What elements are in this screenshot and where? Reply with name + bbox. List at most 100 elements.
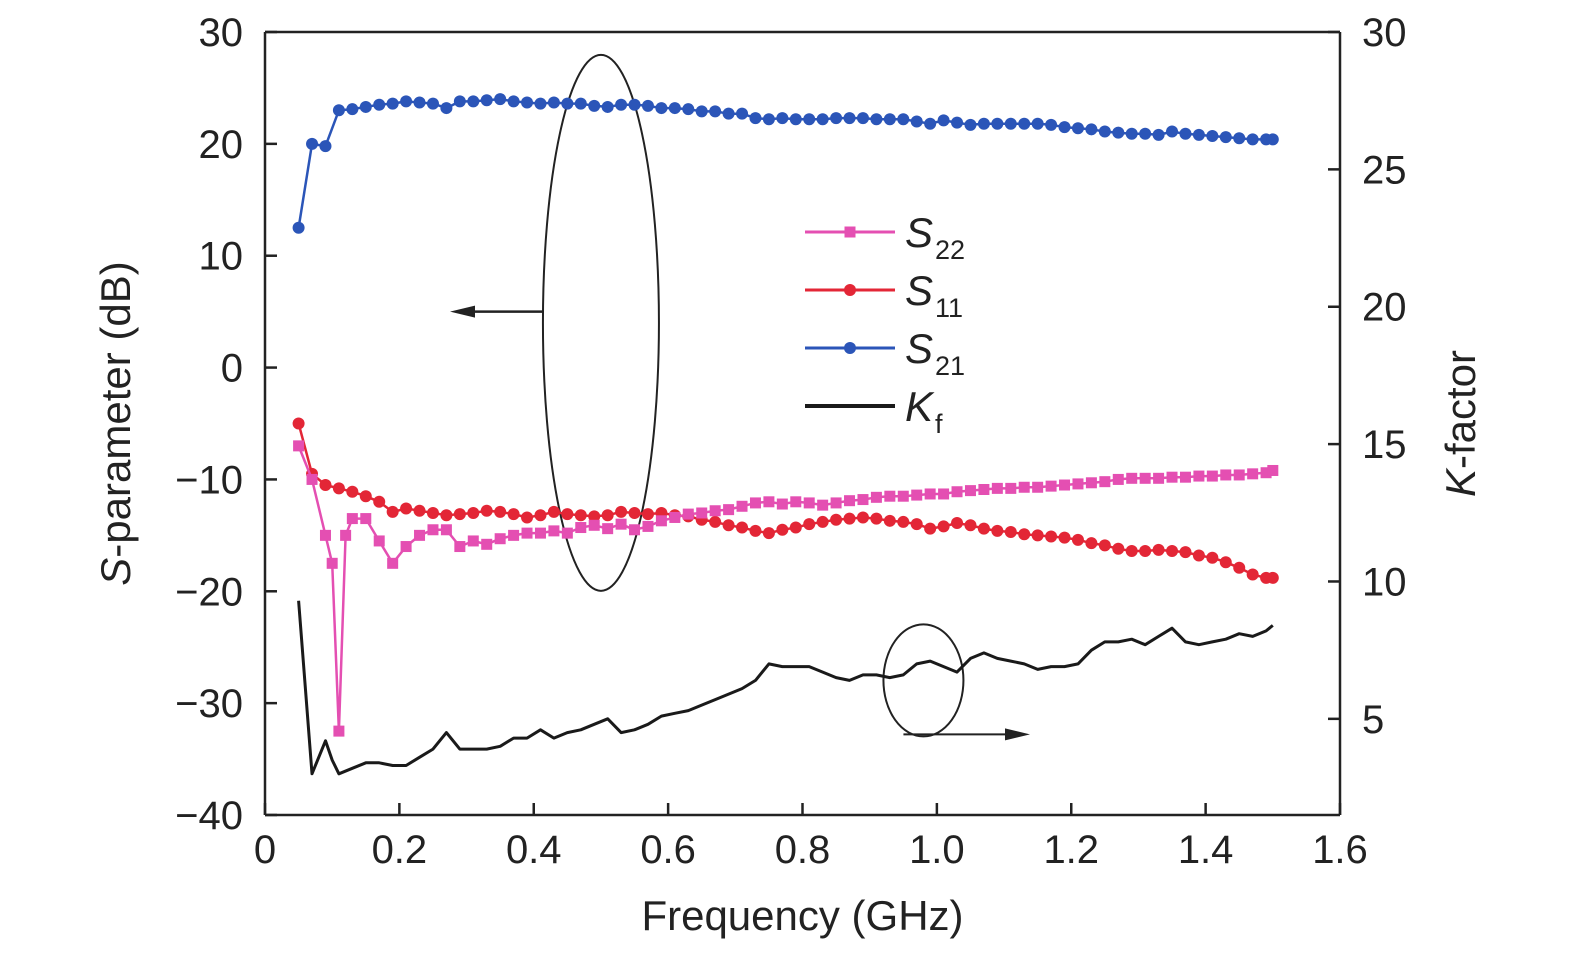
data-point-S11 bbox=[991, 524, 1004, 537]
data-point-S22 bbox=[548, 525, 560, 537]
data-point-S22 bbox=[306, 473, 318, 485]
data-point-S11 bbox=[641, 508, 654, 521]
data-point-S11 bbox=[1098, 539, 1111, 552]
data-point-S21 bbox=[951, 116, 964, 129]
data-point-S22 bbox=[1260, 467, 1272, 479]
x-tick-label: 0.2 bbox=[372, 828, 428, 872]
series-line-Kf bbox=[297, 600, 1274, 776]
data-point-S22 bbox=[1179, 471, 1191, 483]
x-tick-label: 1.6 bbox=[1312, 828, 1368, 872]
legend-label-S22: S22 bbox=[905, 209, 965, 265]
data-point-S22 bbox=[414, 529, 426, 541]
data-point-S22 bbox=[776, 498, 788, 510]
data-point-S21 bbox=[668, 102, 681, 115]
data-point-S11 bbox=[883, 514, 896, 527]
data-point-S22 bbox=[911, 489, 923, 501]
data-point-S22 bbox=[669, 511, 681, 523]
data-point-S21 bbox=[1045, 118, 1058, 131]
data-point-S21 bbox=[346, 103, 359, 116]
data-point-S22 bbox=[427, 524, 439, 536]
data-point-S21 bbox=[1085, 123, 1098, 136]
data-point-S11 bbox=[977, 522, 990, 535]
data-point-S22 bbox=[1247, 468, 1259, 480]
data-point-S11 bbox=[359, 490, 372, 503]
data-point-S22 bbox=[1112, 473, 1124, 485]
data-point-S21 bbox=[386, 97, 399, 110]
data-point-S11 bbox=[1071, 533, 1084, 546]
y-left-tick-label: −10 bbox=[175, 458, 243, 502]
data-point-S21 bbox=[507, 95, 520, 108]
data-point-S11 bbox=[709, 515, 722, 528]
data-point-S11 bbox=[937, 520, 950, 533]
data-point-S22 bbox=[803, 497, 815, 509]
data-point-S11 bbox=[534, 509, 547, 522]
data-point-S11 bbox=[400, 502, 413, 515]
data-point-S22 bbox=[1045, 480, 1057, 492]
data-point-S11 bbox=[1139, 545, 1152, 558]
data-point-S22 bbox=[494, 533, 506, 545]
data-point-S22 bbox=[1153, 472, 1165, 484]
data-point-S11 bbox=[1192, 549, 1205, 562]
y-left-tick-label: 20 bbox=[199, 123, 244, 167]
data-point-S11 bbox=[386, 505, 399, 518]
data-point-S22 bbox=[534, 527, 546, 539]
data-point-S11 bbox=[1233, 561, 1246, 574]
data-point-S22 bbox=[749, 497, 761, 509]
data-point-S11 bbox=[843, 512, 856, 525]
data-point-S22 bbox=[1018, 481, 1030, 493]
data-point-S21 bbox=[964, 118, 977, 131]
series-layer bbox=[292, 93, 1279, 776]
x-tick-label: 0.6 bbox=[640, 828, 696, 872]
data-point-S22 bbox=[790, 496, 802, 508]
data-point-S21 bbox=[1098, 125, 1111, 138]
data-point-S21 bbox=[534, 97, 547, 110]
legend-item-S21: S21 bbox=[805, 325, 965, 381]
data-point-S11 bbox=[319, 479, 332, 492]
data-point-S21 bbox=[1233, 132, 1246, 145]
data-point-S21 bbox=[561, 97, 574, 110]
x-axis-title: Frequency (GHz) bbox=[641, 892, 963, 939]
data-point-S11 bbox=[856, 511, 869, 524]
x-tick-label: 0 bbox=[254, 828, 276, 872]
data-point-S21 bbox=[480, 94, 493, 107]
data-point-S21 bbox=[1219, 131, 1232, 144]
legend-label-S11: S11 bbox=[905, 267, 963, 323]
y-left-tick-label: −40 bbox=[175, 794, 243, 838]
data-point-S22 bbox=[857, 494, 869, 506]
y-left-axis-title-italic: S bbox=[92, 558, 139, 586]
data-point-S21 bbox=[910, 115, 923, 128]
data-point-S22 bbox=[346, 513, 358, 525]
data-point-S11 bbox=[373, 495, 386, 508]
data-point-S22 bbox=[602, 523, 614, 535]
y-left-tick-label: −30 bbox=[175, 682, 243, 726]
data-point-S21 bbox=[1125, 127, 1138, 140]
data-point-S22 bbox=[400, 541, 412, 553]
data-point-S22 bbox=[561, 527, 573, 539]
data-point-S21 bbox=[870, 113, 883, 126]
y-left-tick-label: 0 bbox=[221, 347, 243, 391]
data-point-S11 bbox=[1206, 551, 1219, 564]
data-point-S22 bbox=[373, 535, 385, 547]
data-point-S21 bbox=[1112, 126, 1125, 139]
data-point-S11 bbox=[1112, 542, 1125, 555]
data-point-S22 bbox=[682, 508, 694, 520]
data-point-S22 bbox=[293, 440, 305, 452]
right-arrow-head bbox=[1005, 728, 1030, 741]
data-point-S11 bbox=[453, 508, 466, 521]
data-point-S22 bbox=[333, 725, 345, 737]
data-point-S11 bbox=[507, 508, 520, 521]
data-point-S11 bbox=[1058, 531, 1071, 544]
data-point-S21 bbox=[426, 97, 439, 110]
data-point-S21 bbox=[1246, 133, 1259, 146]
series-line-S22 bbox=[297, 445, 1274, 733]
data-point-S11 bbox=[413, 504, 426, 517]
data-point-S22 bbox=[642, 520, 654, 532]
data-point-S21 bbox=[803, 113, 816, 126]
data-point-S11 bbox=[480, 504, 493, 517]
data-point-S11 bbox=[1179, 546, 1192, 559]
y-right-axis-title-italic: K bbox=[1437, 467, 1484, 497]
data-point-S21 bbox=[655, 102, 668, 115]
data-point-S21 bbox=[453, 95, 466, 108]
data-point-S22 bbox=[736, 500, 748, 512]
data-point-S11 bbox=[440, 509, 453, 522]
